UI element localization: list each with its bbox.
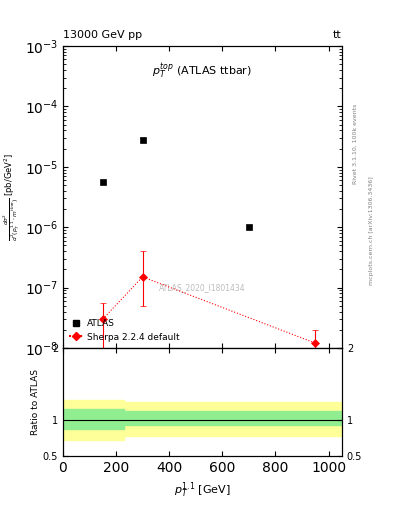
Text: mcplots.cern.ch [arXiv:1306.3436]: mcplots.cern.ch [arXiv:1306.3436] bbox=[369, 176, 374, 285]
Y-axis label: $\frac{d\sigma^{2}}{d^{2}(p_T^{1.1}\cdot m^{\,tbar})}$ [pb/GeV$^2$]: $\frac{d\sigma^{2}}{d^{2}(p_T^{1.1}\cdot… bbox=[2, 153, 22, 241]
Legend: ATLAS, Sherpa 2.2.4 default: ATLAS, Sherpa 2.2.4 default bbox=[67, 317, 182, 344]
Y-axis label: Ratio to ATLAS: Ratio to ATLAS bbox=[31, 369, 40, 435]
Text: Rivet 3.1.10, 100k events: Rivet 3.1.10, 100k events bbox=[353, 103, 358, 183]
Text: ATLAS_2020_I1801434: ATLAS_2020_I1801434 bbox=[159, 283, 246, 292]
X-axis label: $p_T^{1.1}$ [GeV]: $p_T^{1.1}$ [GeV] bbox=[174, 480, 231, 500]
Text: 13000 GeV pp: 13000 GeV pp bbox=[63, 30, 142, 40]
Text: $p_T^{top}$ (ATLAS ttbar): $p_T^{top}$ (ATLAS ttbar) bbox=[152, 61, 252, 81]
Text: tt: tt bbox=[333, 30, 342, 40]
